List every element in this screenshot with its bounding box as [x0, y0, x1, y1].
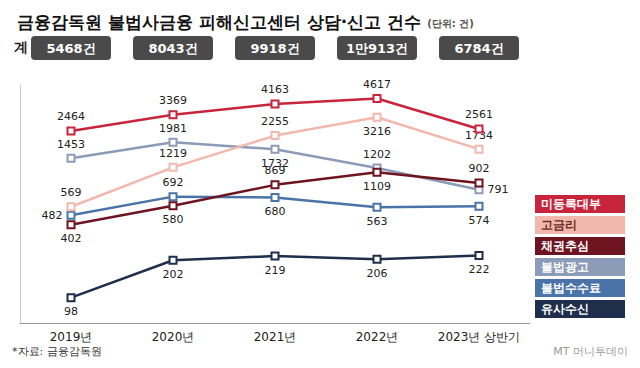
svg-text:2021년: 2021년	[254, 330, 297, 344]
svg-text:4617: 4617	[363, 78, 391, 91]
svg-text:5468건: 5468건	[46, 41, 95, 56]
svg-text:금융감독원 불법사금융 피해신고센터 상담·신고 건수: 금융감독원 불법사금융 피해신고센터 상담·신고 건수	[17, 12, 421, 32]
svg-text:869: 869	[265, 164, 286, 177]
svg-text:유사수신: 유사수신	[541, 302, 589, 316]
svg-text:불법수수료: 불법수수료	[541, 281, 601, 295]
svg-text:1202: 1202	[363, 148, 391, 161]
svg-text:3216: 3216	[363, 125, 391, 138]
svg-text:2464: 2464	[57, 110, 85, 123]
svg-text:902: 902	[469, 162, 490, 175]
svg-text:482: 482	[42, 209, 63, 222]
svg-text:3369: 3369	[159, 94, 187, 107]
svg-text:2019년: 2019년	[50, 330, 93, 344]
svg-text:(단위: 건): (단위: 건)	[427, 18, 474, 29]
svg-text:563: 563	[367, 215, 388, 228]
svg-text:1109: 1109	[363, 180, 391, 193]
svg-text:고금리: 고금리	[541, 218, 577, 232]
svg-text:1219: 1219	[159, 147, 187, 160]
svg-text:2022년: 2022년	[356, 330, 399, 344]
svg-text:미등록대부: 미등록대부	[541, 197, 601, 211]
svg-text:222: 222	[469, 263, 490, 276]
svg-text:6784건: 6784건	[454, 41, 503, 56]
svg-text:4163: 4163	[261, 83, 289, 96]
svg-text:계: 계	[14, 39, 28, 55]
svg-text:2023년 상반기: 2023년 상반기	[438, 330, 520, 344]
svg-text:8043건: 8043건	[148, 41, 197, 56]
svg-text:692: 692	[163, 176, 184, 189]
svg-text:574: 574	[469, 214, 490, 227]
svg-text:680: 680	[265, 205, 286, 218]
svg-text:98: 98	[64, 305, 78, 318]
svg-text:402: 402	[61, 232, 82, 245]
svg-text:불법광고: 불법광고	[541, 260, 589, 274]
svg-text:2020년: 2020년	[152, 330, 195, 344]
svg-text:MT 머니투데이: MT 머니투데이	[553, 345, 628, 358]
svg-text:1732: 1732	[261, 156, 289, 170]
svg-text:1만913건: 1만913건	[346, 41, 408, 56]
svg-text:791: 791	[488, 183, 509, 196]
svg-text:202: 202	[163, 268, 184, 281]
svg-text:1981: 1981	[159, 122, 187, 135]
svg-text:9918건: 9918건	[250, 41, 299, 56]
svg-text:2255: 2255	[261, 115, 289, 128]
svg-text:채권추심: 채권추심	[540, 239, 589, 253]
svg-text:1453: 1453	[57, 138, 85, 151]
svg-text:2561: 2561	[465, 108, 493, 121]
svg-text:1734: 1734	[465, 128, 493, 142]
svg-text:219: 219	[265, 264, 286, 277]
svg-text:569: 569	[61, 186, 82, 199]
svg-text:206: 206	[367, 267, 388, 280]
svg-text:*자료: 금융감독원: *자료: 금융감독원	[12, 345, 102, 358]
svg-text:580: 580	[163, 213, 184, 226]
